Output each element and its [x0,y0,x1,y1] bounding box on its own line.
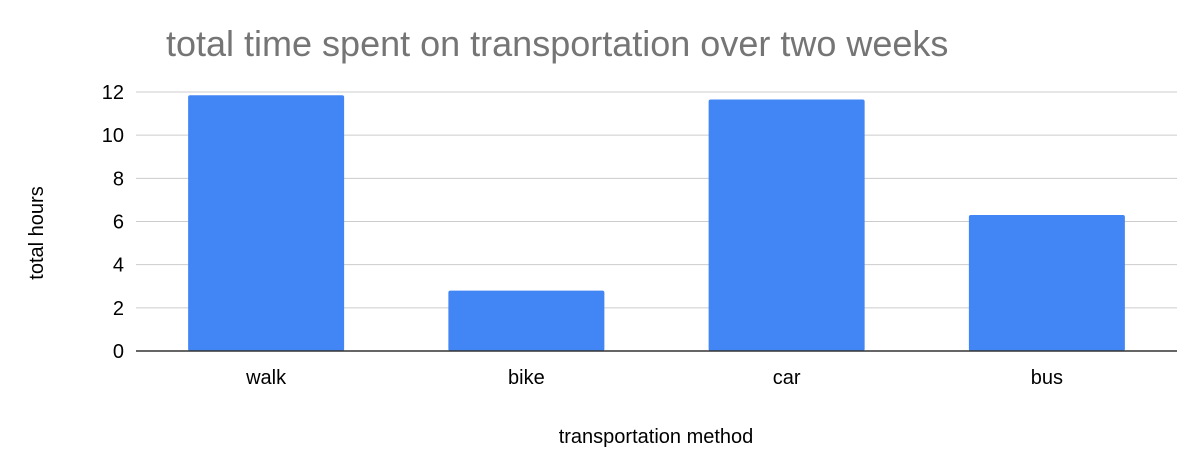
x-tick-label-walk: walk [245,367,287,389]
x-axis-categories: walk bike car bus [245,367,1063,389]
x-tick-label-bus: bus [1031,367,1063,389]
y-tick-label: 0 [113,341,124,363]
y-axis-title: total hours [26,186,48,279]
x-tick-label-car: car [773,367,801,389]
y-tick-label: 2 [113,298,124,320]
y-tick-label: 4 [113,255,124,277]
bar-bus [968,215,1125,351]
y-tick-label: 8 [113,168,124,190]
x-tick-label-bike: bike [508,367,545,389]
bar-walk [188,95,345,351]
bar-bike [448,290,605,351]
y-tick-label: 10 [102,125,124,147]
bars [188,95,1125,351]
bar-car [708,99,865,351]
y-tick-label: 6 [113,212,124,234]
x-axis-title: transportation method [559,426,754,448]
y-tick-label: 12 [102,82,124,104]
chart-title: total time spent on transportation over … [166,23,948,64]
y-axis-ticks: 0 2 4 6 8 10 12 [102,82,124,363]
